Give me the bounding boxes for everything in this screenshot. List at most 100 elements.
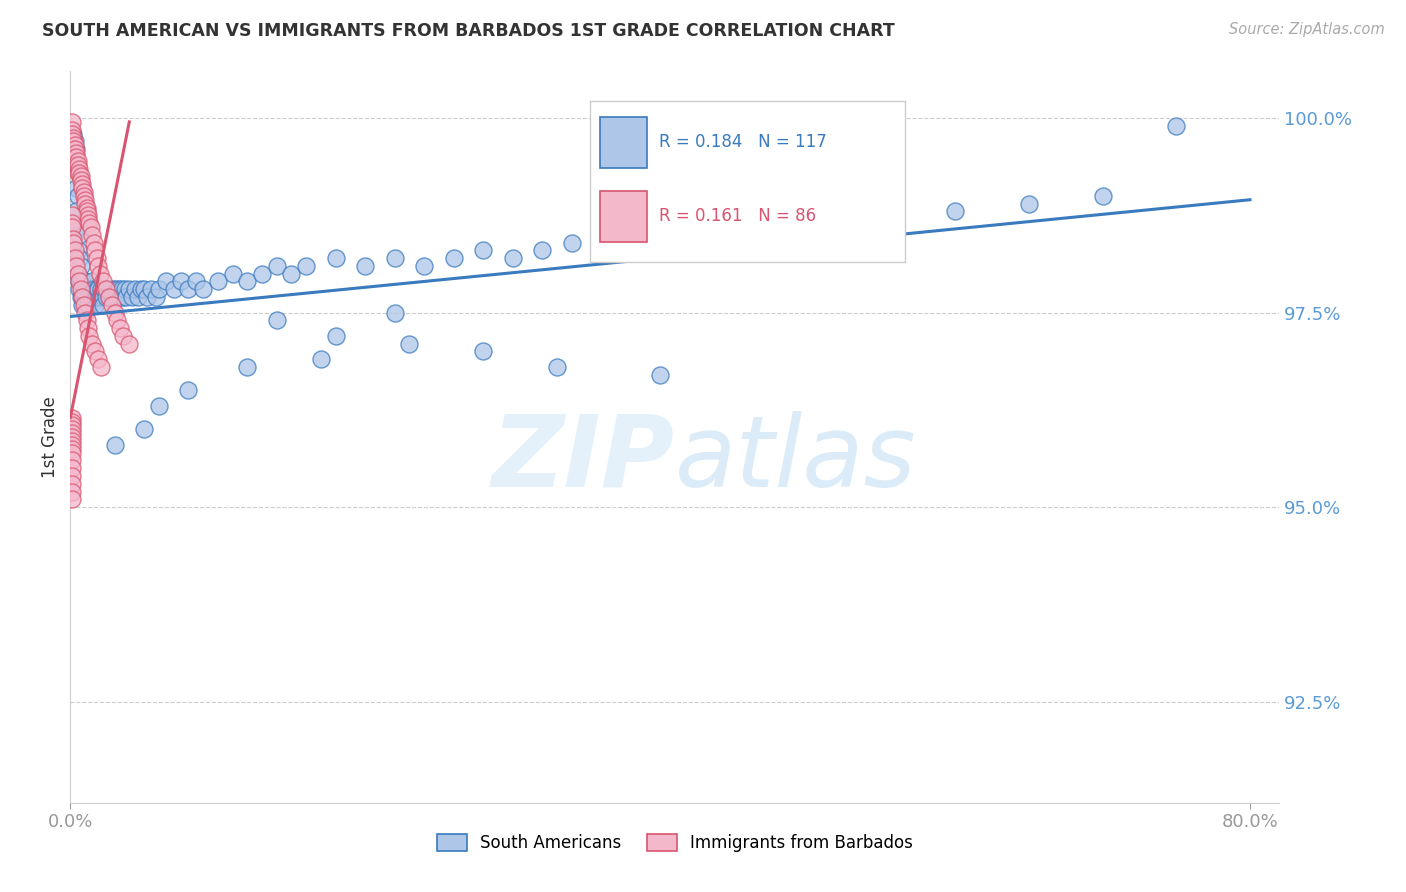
Point: [103, 290, 125, 304]
Point: [136, 290, 159, 304]
Point: [72, 298, 94, 312]
Point: [132, 422, 155, 436]
Point: [65, 146, 87, 161]
Point: [100, 290, 122, 304]
Point: [384, 251, 406, 265]
Point: [87, 352, 110, 367]
Point: [60, 461, 83, 475]
Point: [103, 305, 125, 319]
Point: [70, 290, 93, 304]
Point: [72, 189, 94, 203]
Point: [67, 165, 90, 179]
Point: [591, 244, 613, 258]
Point: [79, 282, 101, 296]
Point: [66, 189, 89, 203]
Point: [354, 259, 377, 273]
Point: [62, 135, 84, 149]
Point: [77, 290, 100, 304]
Point: [105, 282, 128, 296]
Point: [63, 244, 86, 258]
Point: [177, 282, 200, 296]
Point: [561, 235, 583, 250]
Point: [60, 422, 83, 436]
Point: [79, 329, 101, 343]
Point: [129, 282, 152, 296]
Point: [60, 418, 83, 433]
Point: [73, 298, 96, 312]
Point: [84, 290, 107, 304]
Point: [60, 142, 83, 156]
Point: [650, 368, 672, 382]
Point: [67, 251, 90, 265]
Point: [84, 298, 107, 312]
Point: [66, 158, 89, 172]
Point: [60, 415, 83, 429]
Point: [112, 290, 135, 304]
Point: [72, 290, 94, 304]
Text: ZIP: ZIP: [492, 410, 675, 508]
Point: [82, 227, 104, 242]
Point: [443, 251, 465, 265]
Point: [384, 305, 406, 319]
Point: [82, 275, 104, 289]
Point: [221, 267, 243, 281]
Point: [60, 453, 83, 467]
Point: [91, 275, 114, 289]
Point: [70, 298, 93, 312]
Point: [89, 267, 111, 281]
Point: [60, 122, 83, 136]
Point: [66, 219, 89, 234]
Point: [63, 150, 86, 164]
Point: [1166, 119, 1188, 133]
Point: [65, 142, 87, 156]
Point: [170, 275, 193, 289]
Point: [69, 290, 91, 304]
Point: [69, 282, 91, 296]
Point: [145, 290, 167, 304]
Point: [76, 313, 98, 327]
Point: [73, 290, 96, 304]
Point: [531, 244, 554, 258]
Point: [65, 181, 87, 195]
Point: [177, 384, 200, 398]
Point: [69, 169, 91, 184]
Point: [67, 275, 90, 289]
Point: [94, 282, 117, 296]
Point: [83, 235, 105, 250]
Point: [155, 275, 177, 289]
Point: [67, 227, 90, 242]
Text: SOUTH AMERICAN VS IMMIGRANTS FROM BARBADOS 1ST GRADE CORRELATION CHART: SOUTH AMERICAN VS IMMIGRANTS FROM BARBAD…: [42, 22, 896, 40]
Point: [66, 153, 89, 168]
Point: [60, 127, 83, 141]
Point: [65, 204, 87, 219]
Point: [63, 138, 86, 153]
Y-axis label: 1st Grade: 1st Grade: [41, 396, 59, 478]
Point: [87, 282, 110, 296]
Point: [76, 204, 98, 219]
Point: [127, 290, 149, 304]
Point: [73, 196, 96, 211]
Point: [83, 282, 105, 296]
Point: [546, 359, 568, 374]
Point: [63, 158, 86, 172]
Point: [118, 336, 141, 351]
Point: [65, 259, 87, 273]
Point: [73, 275, 96, 289]
Point: [72, 282, 94, 296]
Point: [77, 298, 100, 312]
Point: [115, 290, 138, 304]
Point: [60, 442, 83, 456]
Point: [96, 282, 118, 296]
Point: [184, 275, 207, 289]
Point: [132, 282, 155, 296]
Point: [82, 336, 104, 351]
Point: [620, 235, 643, 250]
Point: [110, 321, 132, 335]
Point: [73, 305, 96, 319]
Point: [93, 282, 115, 296]
Point: [62, 232, 84, 246]
Point: [141, 282, 163, 296]
Point: [77, 212, 100, 227]
Point: [67, 161, 90, 176]
Point: [70, 275, 93, 289]
